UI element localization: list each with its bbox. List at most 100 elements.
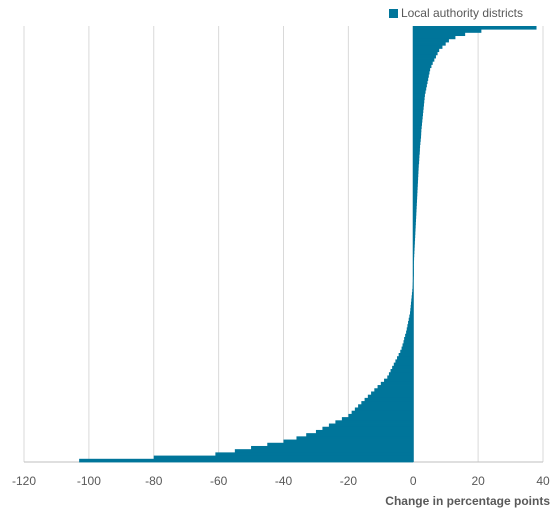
bar [413, 244, 415, 248]
bar [413, 186, 418, 190]
bar [413, 170, 419, 174]
bar [234, 449, 414, 453]
bar [283, 439, 414, 444]
bar [413, 35, 456, 40]
x-tick-label: -120 [12, 474, 36, 488]
bar [393, 362, 414, 367]
bar [411, 295, 414, 299]
bar [413, 112, 423, 117]
bar [413, 125, 422, 129]
bar [408, 320, 414, 325]
bar [348, 413, 414, 418]
bar [413, 154, 420, 158]
bar [413, 115, 423, 120]
bar [251, 445, 414, 450]
bar [410, 308, 414, 312]
bar [413, 147, 420, 152]
bar [413, 231, 416, 235]
bar [413, 151, 420, 155]
x-tick-label: -100 [77, 474, 101, 488]
bar [413, 45, 443, 49]
bar [405, 333, 414, 338]
bar [413, 77, 429, 81]
bar [403, 340, 414, 344]
bar [401, 346, 414, 351]
bar [413, 237, 416, 242]
bar [411, 292, 414, 296]
x-tick-label: -60 [210, 474, 228, 488]
bar [341, 417, 414, 421]
bar [306, 433, 414, 437]
bar [267, 442, 414, 447]
bar [79, 458, 414, 463]
bar [367, 394, 414, 399]
bar [408, 317, 414, 322]
bar [413, 32, 466, 37]
x-tick-label: -40 [275, 474, 293, 488]
bar [397, 356, 414, 360]
bar [410, 301, 414, 306]
bar [413, 122, 423, 126]
x-tick-label: 20 [471, 474, 485, 488]
bar [413, 26, 537, 30]
bar [390, 369, 414, 373]
bar [413, 189, 418, 194]
bar [413, 234, 416, 238]
legend: Local authority districts [388, 6, 523, 20]
bar [413, 224, 416, 229]
bar [413, 247, 415, 251]
bar [413, 157, 420, 162]
bar [413, 221, 416, 226]
legend-swatch [388, 8, 398, 18]
bar [413, 54, 436, 59]
bar [413, 42, 446, 46]
bar [411, 298, 414, 303]
bar [328, 423, 414, 428]
bar [413, 90, 426, 94]
bar [413, 218, 417, 222]
bar [371, 391, 414, 396]
bar [413, 29, 482, 33]
bar [413, 211, 417, 216]
bar [413, 160, 420, 165]
bar [413, 80, 428, 85]
bar [413, 67, 431, 72]
bar [364, 397, 414, 402]
x-tick-label: -20 [340, 474, 358, 488]
bar [413, 163, 419, 168]
x-tick-label: 40 [536, 474, 550, 488]
bar [413, 208, 417, 213]
bar [413, 128, 422, 133]
bar [413, 176, 419, 181]
bar [413, 167, 419, 171]
bar [406, 327, 414, 331]
bar [322, 426, 414, 431]
bar [413, 240, 415, 245]
bar [413, 74, 429, 78]
bar [413, 61, 433, 65]
bar [153, 455, 414, 460]
legend-label: Local authority districts [400, 6, 523, 20]
bar [354, 407, 414, 412]
bar [413, 83, 427, 88]
bar [413, 99, 425, 104]
bar [407, 324, 414, 328]
bar [413, 70, 430, 75]
bar [361, 401, 414, 405]
bar [413, 131, 422, 136]
bar [410, 311, 414, 315]
bar [413, 192, 418, 197]
bar [406, 330, 414, 335]
bar [413, 144, 421, 149]
bar [413, 215, 417, 219]
bar [413, 51, 438, 56]
x-tick-label: 0 [410, 474, 417, 488]
bar [413, 199, 417, 203]
bar [413, 205, 417, 210]
bar [410, 304, 414, 309]
bar [315, 429, 414, 434]
bar [413, 64, 432, 69]
bar [413, 173, 419, 178]
bar [392, 365, 414, 370]
